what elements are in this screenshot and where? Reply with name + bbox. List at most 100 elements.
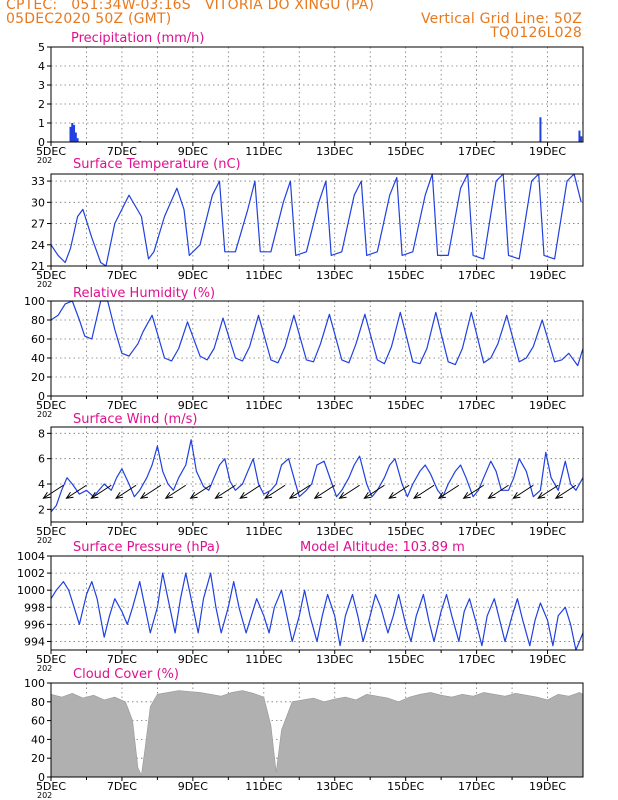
pressure-x-year-stub: 202 [37, 664, 52, 673]
wind-x-tick-label: 19DEC [529, 525, 566, 538]
humidity-x-tick-label: 15DEC [387, 399, 424, 412]
wind-arrow [413, 484, 435, 499]
wind-arrow [438, 484, 460, 499]
wind-arrow [190, 484, 211, 499]
pressure-y-tick-label: 994 [24, 635, 45, 648]
humidity-y-tick-label: 20 [31, 371, 45, 384]
wind-arrow-head [487, 491, 496, 499]
pressure-x-tick-label: 15DEC [387, 653, 424, 666]
cloud-x-tick-label: 7DEC [107, 780, 137, 793]
precip-bar [74, 132, 77, 142]
wind-x-tick-label: 11DEC [245, 525, 282, 538]
cloud-x-tick-label: 13DEC [316, 780, 353, 793]
pressure-x-tick-label: 13DEC [316, 653, 353, 666]
pressure-x-tick-label: 19DEC [529, 653, 566, 666]
humidity-x-tick-label: 9DEC [178, 399, 208, 412]
temperature-x-tick-label: 19DEC [529, 269, 566, 282]
cloud-x-tick-label: 15DEC [387, 780, 424, 793]
wind-arrow-head [363, 491, 372, 499]
wind-arrow [66, 484, 87, 499]
cloud-x-tick-label: 17DEC [458, 780, 495, 793]
wind-arrow [239, 484, 261, 499]
precip-bar [73, 124, 76, 142]
humidity-y-tick-label: 40 [31, 352, 45, 365]
precip-x-tick-label: 9DEC [178, 145, 208, 158]
cloud-x-tick-label: 19DEC [529, 780, 566, 793]
pressure-x-tick-label: 9DEC [178, 653, 208, 666]
wind-arrow-head [42, 491, 51, 499]
pressure-y-tick-label: 1004 [17, 550, 45, 563]
precip-x-tick-label: 7DEC [107, 145, 137, 158]
precip-bar [539, 117, 542, 142]
pressure-title: Surface Pressure (hPa) [73, 540, 220, 555]
precip-y-tick-label: 2 [38, 98, 45, 111]
temperature-y-tick-label: 33 [31, 175, 45, 188]
pressure-annotation: Model Altitude: 103.89 m [300, 540, 465, 555]
temperature-title: Surface Temperature (nC) [73, 157, 241, 172]
humidity-panel [47, 300, 584, 400]
precip-panel [47, 46, 584, 146]
header-model-code: TQ0126L028 [490, 25, 582, 41]
pressure-panel [47, 555, 584, 654]
wind-arrow [463, 484, 484, 499]
wind-arrow-head [264, 491, 273, 499]
header-run-time: 05DEC2020 50Z (GMT) [6, 11, 172, 27]
cloud-area [50, 690, 584, 778]
pressure-series-line [50, 572, 584, 651]
header-grid-note: Vertical Grid Line: 50Z [420, 11, 582, 27]
humidity-x-tick-label: 13DEC [316, 399, 353, 412]
precip-y-tick-label: 1 [38, 117, 45, 130]
wind-arrow-head [338, 491, 347, 499]
wind-x-tick-label: 13DEC [316, 525, 353, 538]
pressure-frame [50, 555, 584, 651]
humidity-title: Relative Humidity (%) [73, 286, 215, 301]
pressure-x-tick-label: 7DEC [107, 653, 137, 666]
wind-arrow-head [462, 491, 471, 499]
temperature-y-tick-label: 30 [31, 196, 45, 209]
cloud-frame [50, 682, 584, 778]
wind-arrow-head [65, 491, 74, 499]
temperature-x-tick-label: 15DEC [387, 269, 424, 282]
precip-bar [578, 130, 581, 142]
temperature-panel [47, 173, 584, 270]
humidity-y-tick-label: 60 [31, 333, 45, 346]
temperature-y-tick-label: 27 [31, 218, 45, 231]
wind-arrow [364, 484, 385, 499]
precip-bar [71, 123, 74, 142]
precip-y-tick-label: 0 [38, 136, 45, 149]
cloud-y-tick-label: 0 [38, 771, 45, 784]
temperature-x-tick-label: 7DEC [107, 269, 137, 282]
wind-arrow [165, 484, 187, 499]
temperature-x-tick-label: 13DEC [316, 269, 353, 282]
temperature-x-tick-label: 11DEC [245, 269, 282, 282]
wind-y-tick-label: 2 [38, 503, 45, 516]
temperature-x-year-stub: 202 [37, 280, 52, 289]
cloud-y-tick-label: 40 [31, 733, 45, 746]
wind-arrow [264, 484, 286, 499]
wind-arrow-head [554, 491, 563, 499]
wind-frame [50, 426, 584, 523]
wind-arrow [339, 484, 360, 499]
temperature-series-line [50, 173, 582, 267]
temperature-x-tick-label: 5DEC [36, 269, 66, 282]
cloud-y-tick-label: 60 [31, 715, 45, 728]
wind-x-tick-label: 5DEC [36, 525, 66, 538]
wind-arrow [215, 484, 236, 499]
wind-arrow [43, 484, 64, 499]
wind-x-tick-label: 15DEC [387, 525, 424, 538]
humidity-y-tick-label: 80 [31, 314, 45, 327]
wind-arrow-head [537, 491, 546, 499]
temperature-x-tick-label: 9DEC [178, 269, 208, 282]
precip-bar [76, 138, 79, 142]
wind-arrow [513, 484, 534, 499]
cloud-title: Cloud Cover (%) [73, 667, 179, 682]
wind-arrow [537, 484, 559, 499]
humidity-x-tick-label: 5DEC [36, 399, 66, 412]
temperature-x-tick-label: 17DEC [458, 269, 495, 282]
cloud-x-tick-label: 9DEC [178, 780, 208, 793]
humidity-x-tick-label: 7DEC [107, 399, 137, 412]
precip-bar [69, 126, 72, 142]
cloud-x-tick-label: 11DEC [245, 780, 282, 793]
wind-arrow [388, 484, 410, 499]
